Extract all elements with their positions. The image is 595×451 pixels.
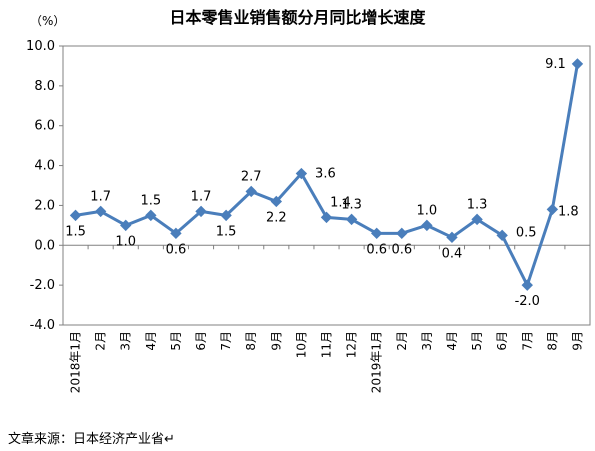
y-axis-ticks: 10.0 8.0 6.0 4.0 2.0 0.0 -2.0 -4.0 [26,39,63,333]
x-tick-label: 4月 [445,331,459,351]
data-point [270,195,283,208]
x-tick-label: 9月 [570,331,584,351]
data-labels: 1.51.71.01.50.61.71.52.72.23.61.41.30.6 0… [65,57,578,309]
data-label: 1.4 [330,195,351,210]
x-tick-label: 4月 [144,331,158,351]
x-axis-ticks: 2018年1月 2月 3月 4月 5月 6月 7月 8月 9月 10月 11月 12月 2019年1月 2… [62,245,591,393]
data-point [120,219,132,232]
data-point [195,205,207,218]
data-label: 1.5 [216,224,237,239]
data-point [69,209,82,222]
data-label: 3.6 [315,167,336,182]
x-tick-label: 2月 [395,331,409,351]
data-label: 1.5 [65,224,86,239]
y-tick-label: 10.0 [26,39,55,54]
data-label: 1.5 [140,193,161,208]
data-point [245,185,257,198]
data-point [396,227,408,240]
x-tick-label: 9月 [269,331,283,351]
data-point [521,279,533,291]
x-tick-label: 11月 [320,331,334,358]
data-label: 0.4 [442,246,463,261]
y-tick-label: -2.0 [30,278,55,293]
data-point [421,219,433,232]
data-point [471,213,483,226]
y-tick-label: 0.0 [34,238,55,253]
x-tick-label: 8月 [244,331,258,351]
x-tick-label: 7月 [219,331,233,351]
data-point [94,205,107,218]
data-label: 1.7 [90,189,111,204]
data-point [446,231,458,244]
x-tick-label: 5月 [169,331,183,351]
data-point [295,167,308,180]
data-label: 1.3 [467,197,488,212]
data-point [145,209,157,222]
source-note: 文章来源：日本经济产业省↵ [8,432,175,447]
data-label: 1.3 [341,197,362,212]
data-point [370,227,383,240]
data-point [170,227,182,240]
x-tick-label: 2月 [94,331,108,351]
data-point [220,209,232,222]
data-label: 9.1 [545,57,566,72]
x-tick-label: 12月 [345,331,359,358]
data-label: 0.6 [166,242,187,257]
data-label: 0.5 [516,225,537,240]
data-point [320,211,333,224]
y-tick-label: 4.0 [34,159,55,174]
data-label: 1.0 [115,234,136,249]
chart-axes [62,45,591,326]
y-tick-label: -4.0 [30,318,55,333]
data-point [345,213,358,226]
data-label: 1.8 [558,204,579,219]
data-label: 0.6 [366,242,387,257]
data-point [496,229,508,242]
data-label: 1.7 [191,189,212,204]
x-tick-label: 2019年1月 [370,331,384,393]
chart-title: 日本零售业销售额分月同比增长速度 [169,8,426,27]
data-points [69,58,584,291]
x-tick-label: 3月 [420,331,434,351]
data-point [571,58,584,70]
x-tick-label: 2018年1月 [69,331,83,393]
y-tick-label: 2.0 [34,198,55,213]
data-label: 2.2 [266,210,287,225]
data-label: -2.0 [515,294,540,309]
data-label: 0.6 [391,242,412,257]
x-tick-label: 5月 [470,331,484,351]
x-tick-label: 7月 [520,331,534,351]
x-tick-label: 6月 [194,331,208,351]
x-tick-label: 10月 [294,331,308,358]
y-tick-label: 8.0 [34,79,55,94]
data-point [546,203,559,216]
x-tick-label: 8月 [545,331,559,351]
y-tick-label: 6.0 [34,119,55,134]
x-tick-label: 6月 [495,331,509,351]
data-label: 2.7 [241,169,262,184]
data-label: 1.0 [417,203,438,218]
y-unit-label: （%） [30,14,66,28]
x-tick-label: 3月 [119,331,133,351]
plot-area-border [62,45,591,326]
